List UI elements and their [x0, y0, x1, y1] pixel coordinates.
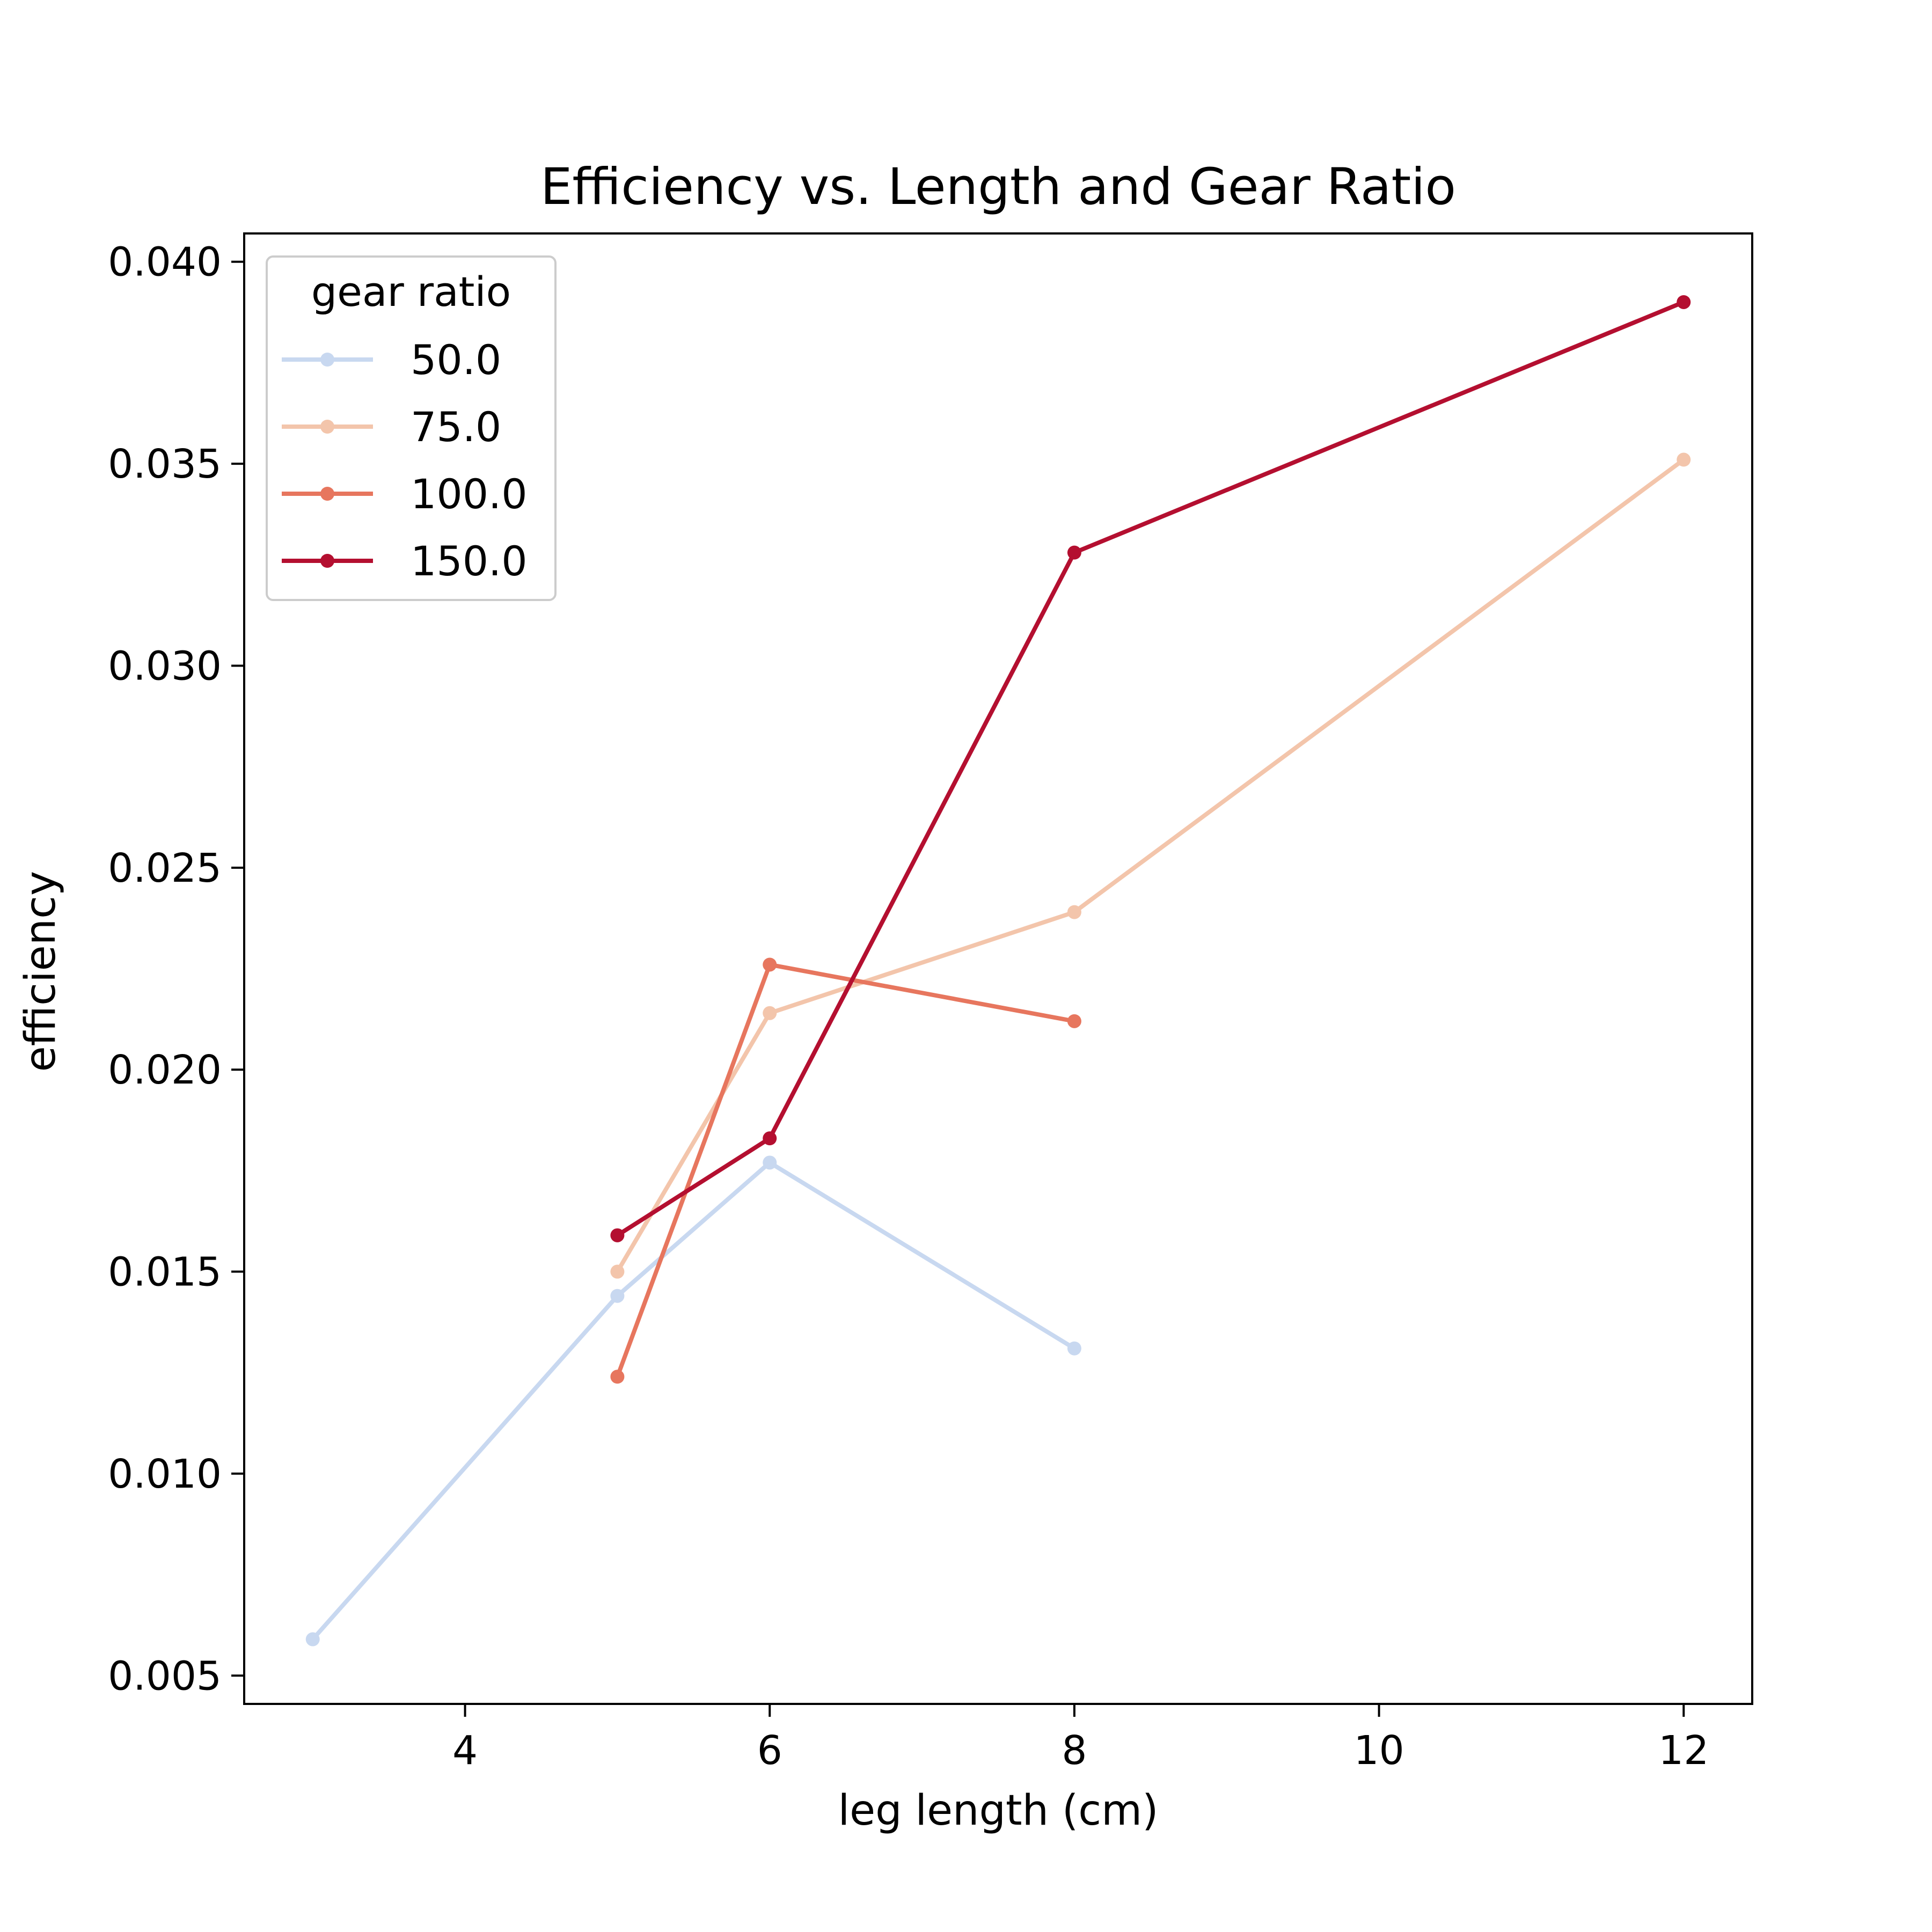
- y-tick-label: 0.040: [108, 239, 222, 286]
- x-tick-label: 4: [452, 1728, 478, 1774]
- legend-entry: 75.0: [282, 403, 501, 451]
- x-tick-label: 12: [1658, 1728, 1709, 1774]
- data-point: [610, 1264, 625, 1279]
- data-point: [305, 1632, 320, 1646]
- data-point: [763, 1131, 777, 1146]
- series-line: [615, 457, 1686, 1274]
- legend-swatch-marker: [320, 554, 334, 568]
- legend-label: 150.0: [411, 537, 528, 585]
- data-point: [763, 1006, 777, 1020]
- data-point: [1067, 1014, 1081, 1028]
- legend: gear ratio 50.0 75.0 100.0 150.0: [266, 255, 557, 601]
- series-0: [305, 1155, 1081, 1646]
- plot-frame: [243, 232, 1753, 1705]
- data-point: [610, 1289, 625, 1303]
- legend-label: 100.0: [411, 470, 528, 518]
- legend-entries: 50.0 75.0 100.0 150.0: [282, 336, 528, 585]
- y-tick-label: 0.035: [108, 441, 222, 487]
- y-tick-label: 0.010: [108, 1451, 222, 1497]
- data-point: [610, 1370, 625, 1384]
- x-axis-label: leg length (cm): [838, 1787, 1158, 1835]
- legend-box: [266, 255, 557, 601]
- legend-label: 75.0: [411, 403, 501, 451]
- chart-title: Efficiency vs. Length and Gear Ratio: [540, 158, 1456, 216]
- y-tick-label: 0.025: [108, 845, 222, 891]
- legend-entry: 150.0: [282, 537, 528, 585]
- data-point: [763, 1155, 777, 1170]
- series-3: [610, 295, 1691, 1242]
- x-axis: 4 6 8 10 12: [452, 1704, 1709, 1774]
- legend-swatch-marker: [320, 420, 334, 434]
- x-tick-label: 10: [1354, 1728, 1404, 1774]
- series-2: [610, 957, 1081, 1384]
- data-point: [1677, 295, 1691, 309]
- x-tick-label: 6: [757, 1728, 782, 1774]
- y-tick-label: 0.030: [108, 643, 222, 689]
- x-tick-label: 8: [1062, 1728, 1087, 1774]
- data-point: [1067, 545, 1081, 560]
- y-tick-label: 0.020: [108, 1047, 222, 1093]
- y-axis: 0.005 0.010 0.015 0.020 0.025 0.030 0.035 0.040: [108, 239, 244, 1699]
- data-point: [1067, 1341, 1081, 1356]
- plot-area: [305, 295, 1691, 1646]
- data-point: [763, 957, 777, 972]
- data-point: [610, 1228, 625, 1242]
- legend-swatch-marker: [320, 353, 334, 367]
- y-tick-label: 0.015: [108, 1249, 222, 1296]
- series-line: [310, 1160, 1077, 1642]
- series-line: [615, 299, 1686, 1238]
- y-tick-label: 0.005: [108, 1653, 222, 1699]
- legend-label: 50.0: [411, 336, 501, 384]
- series-1: [610, 452, 1691, 1279]
- legend-entry: 100.0: [282, 470, 528, 518]
- data-point: [1677, 452, 1691, 467]
- y-axis-label: efficiency: [17, 871, 65, 1072]
- legend-title: gear ratio: [311, 268, 511, 316]
- legend-entry: 50.0: [282, 336, 501, 384]
- data-point: [1067, 905, 1081, 919]
- legend-swatch-marker: [320, 487, 334, 501]
